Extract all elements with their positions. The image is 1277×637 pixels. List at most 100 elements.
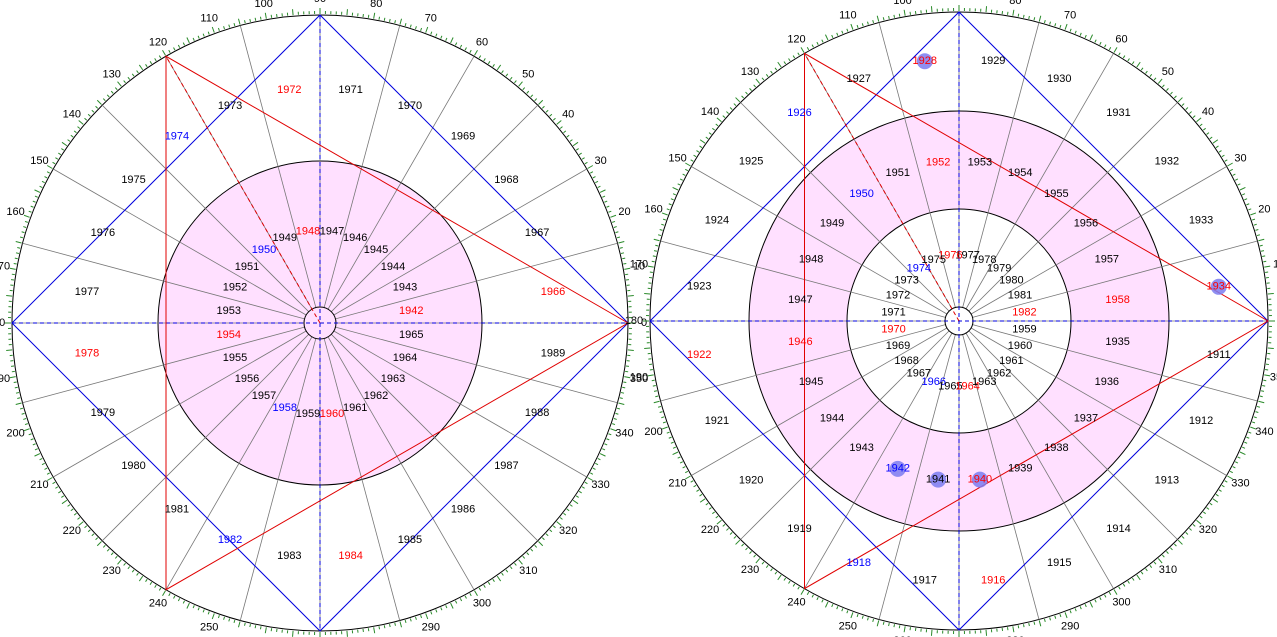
degree-tick (1162, 84, 1165, 88)
degree-tick (599, 189, 606, 193)
degree-tick (1234, 178, 1239, 181)
degree-tick (61, 495, 65, 498)
degree-tick (1215, 493, 1219, 497)
degree-tick (259, 626, 262, 630)
degree-tick (52, 481, 56, 485)
degree-tick (13, 262, 17, 265)
degree-tick (131, 73, 135, 77)
degree-tick (592, 467, 596, 470)
degree-tick (1118, 52, 1121, 56)
degree-tick (14, 386, 18, 389)
degree-tick (264, 12, 267, 19)
degree-tick (824, 601, 829, 608)
degree-tick (389, 623, 391, 628)
spoke (327, 56, 475, 310)
degree-tick (1253, 223, 1257, 226)
degree-tick (1259, 244, 1263, 247)
degree-tick (1232, 466, 1236, 469)
degree-tick (556, 521, 562, 526)
year-label: 1972 (886, 290, 910, 302)
degree-tick (1206, 132, 1210, 135)
degree-tick (1251, 218, 1256, 221)
degree-tick (154, 584, 157, 588)
degree-tick (616, 407, 621, 410)
year-label: 1988 (525, 407, 549, 419)
degree-tick (1122, 55, 1126, 59)
degree-tick (346, 630, 348, 637)
degree-tick (17, 247, 21, 249)
degree-tick (483, 584, 486, 588)
degree-tick (1246, 203, 1250, 206)
degree-tick (237, 621, 241, 628)
year-label: 1948 (799, 254, 823, 266)
degree-tick (23, 226, 27, 228)
degree-tick (474, 49, 478, 56)
degree-tick (753, 84, 756, 88)
degree-tick (1244, 198, 1248, 201)
degree-tick (872, 618, 875, 623)
degree-tick (1131, 61, 1135, 65)
degree-tick (619, 397, 623, 399)
degree-tick (415, 616, 417, 620)
degree-tick (244, 622, 246, 626)
degree-label: 230 (103, 565, 121, 577)
red-dashed (165, 56, 321, 324)
degree-tick (28, 210, 32, 213)
year-label: 1956 (235, 373, 259, 385)
degree-tick (729, 532, 733, 535)
degree-tick (378, 626, 381, 630)
degree-tick (811, 44, 814, 48)
degree-tick (615, 412, 619, 415)
degree-label: 330 (591, 479, 609, 491)
year-label: 1911 (1207, 349, 1231, 361)
degree-tick (440, 35, 443, 39)
degree-tick (655, 244, 659, 247)
degree-tick (17, 397, 21, 399)
degree-tick (217, 27, 220, 31)
spoke (970, 327, 1227, 476)
degree-tick (774, 571, 778, 575)
degree-tick (1227, 475, 1233, 480)
degree-tick (1250, 212, 1257, 216)
spoke (965, 53, 1114, 310)
degree-tick (197, 35, 200, 39)
degree-tick (73, 130, 77, 134)
degree-tick (685, 162, 691, 167)
degree-tick (1218, 489, 1222, 492)
degree-tick (1202, 127, 1206, 131)
degree-tick (474, 590, 478, 597)
degree-label: 190 (630, 371, 648, 383)
degree-tick (903, 9, 906, 16)
degree-tick (154, 58, 157, 62)
degree-label: 20 (618, 206, 630, 218)
year-label: 1981 (165, 503, 189, 515)
year-label: 1970 (398, 100, 422, 112)
degree-tick (1131, 577, 1135, 581)
degree-tick (91, 533, 95, 537)
degree-tick (1017, 625, 1020, 629)
degree-tick (627, 295, 634, 297)
degree-tick (1162, 554, 1165, 558)
degree-label: 70 (1064, 10, 1076, 22)
degree-tick (1255, 411, 1259, 413)
degree-tick (672, 451, 679, 456)
degree-tick (30, 205, 34, 208)
degree-tick (1084, 603, 1087, 608)
degree-label: 240 (149, 597, 167, 609)
degree-label: 280 (367, 636, 385, 637)
degree-tick (514, 80, 517, 84)
degree-tick (192, 37, 195, 41)
degree-tick (882, 621, 885, 625)
degree-tick (1185, 532, 1189, 535)
year-label: 1963 (381, 373, 405, 385)
degree-tick (1177, 97, 1183, 103)
degree-tick (526, 552, 530, 556)
degree-tick (806, 47, 810, 51)
degree-tick (254, 625, 257, 629)
degree-tick (668, 436, 672, 439)
year-label: 1976 (91, 227, 115, 239)
degree-tick (541, 105, 545, 109)
year-label: 1951 (235, 261, 259, 273)
degree-tick (78, 521, 84, 526)
degree-tick (70, 508, 74, 512)
